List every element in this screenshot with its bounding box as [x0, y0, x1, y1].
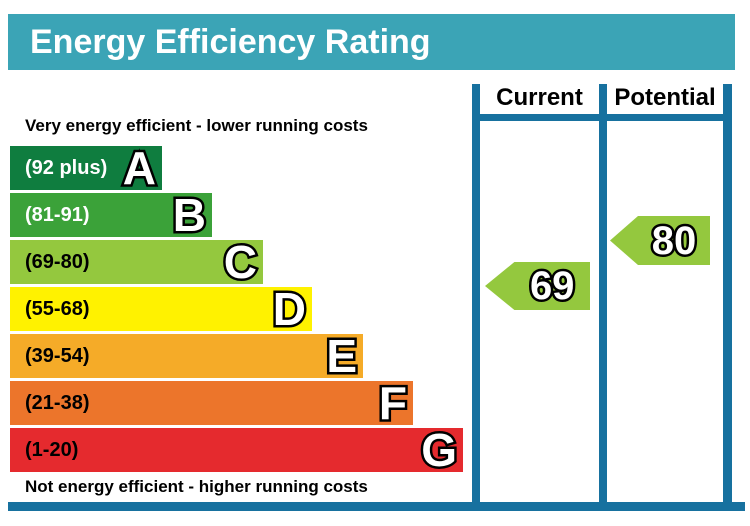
- top-efficiency-note: Very energy efficient - lower running co…: [25, 116, 368, 135]
- column-divider-right: [723, 84, 732, 511]
- band-range-label: (81-91): [25, 203, 90, 226]
- band-range-label: (92 plus): [25, 156, 108, 179]
- potential-column-header: Potential: [614, 84, 716, 111]
- band-range-label: (21-38): [25, 391, 90, 414]
- band-range-label: (69-80): [25, 250, 90, 273]
- page-title: Energy Efficiency Rating: [30, 23, 431, 61]
- bottom-efficiency-note: Not energy efficient - higher running co…: [25, 477, 368, 496]
- column-divider-left: [472, 84, 480, 511]
- potential-rating-value: 80 80: [649, 218, 698, 263]
- column-divider-middle: [599, 84, 607, 511]
- chart-bottom-border: [8, 502, 745, 511]
- band-range-label: (39-54): [25, 344, 90, 367]
- left-arrow-shape: [485, 262, 590, 310]
- potential-rating-arrow: 80 80: [610, 216, 710, 265]
- column-header-underline: [472, 114, 731, 121]
- current-column-header: Current: [496, 84, 583, 111]
- current-rating-arrow: 69 69: [485, 262, 590, 310]
- left-arrow-shape: [610, 216, 710, 265]
- band-range-label: (55-68): [25, 297, 90, 320]
- band-range-label: (1-20): [25, 438, 79, 461]
- current-rating-value: 69 69: [527, 264, 576, 309]
- title-bar: Energy Efficiency Rating: [8, 14, 735, 70]
